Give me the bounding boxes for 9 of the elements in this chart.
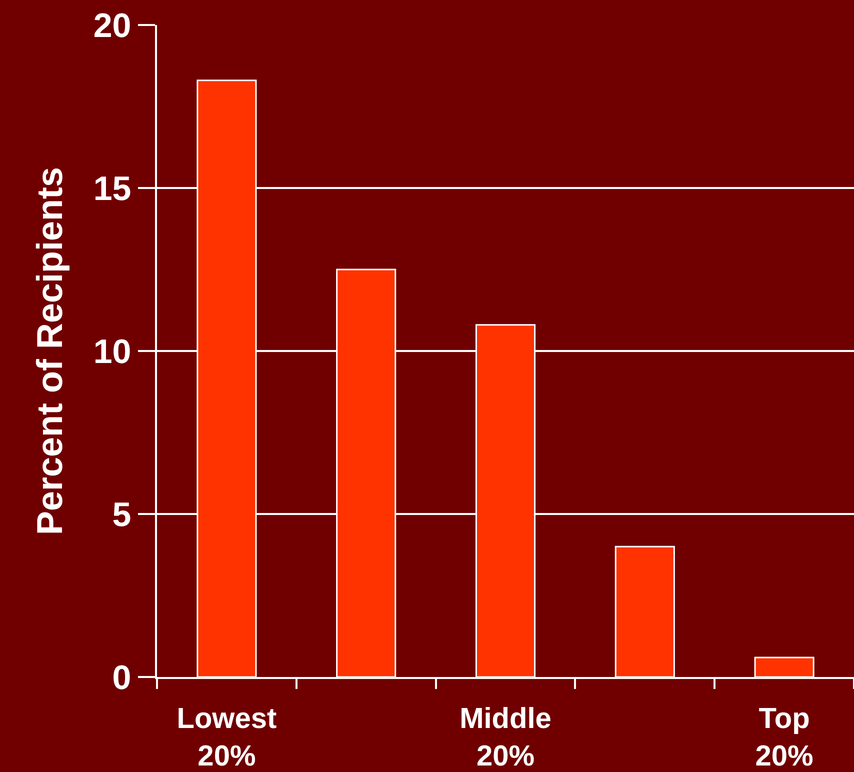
x-tick-label: Middle 20% xyxy=(460,702,552,772)
y-axis-title: Percent of Recipients xyxy=(28,166,70,536)
y-tick-label: 20 xyxy=(93,6,132,45)
y-tick-label: 10 xyxy=(93,332,132,371)
y-tick-label: 5 xyxy=(112,496,132,534)
y-tick-label: 0 xyxy=(112,658,132,697)
x-tick-label: Top 20% xyxy=(755,702,814,772)
y-tick-label: 15 xyxy=(93,170,132,208)
x-tick-label: Lowest 20% xyxy=(176,702,277,772)
